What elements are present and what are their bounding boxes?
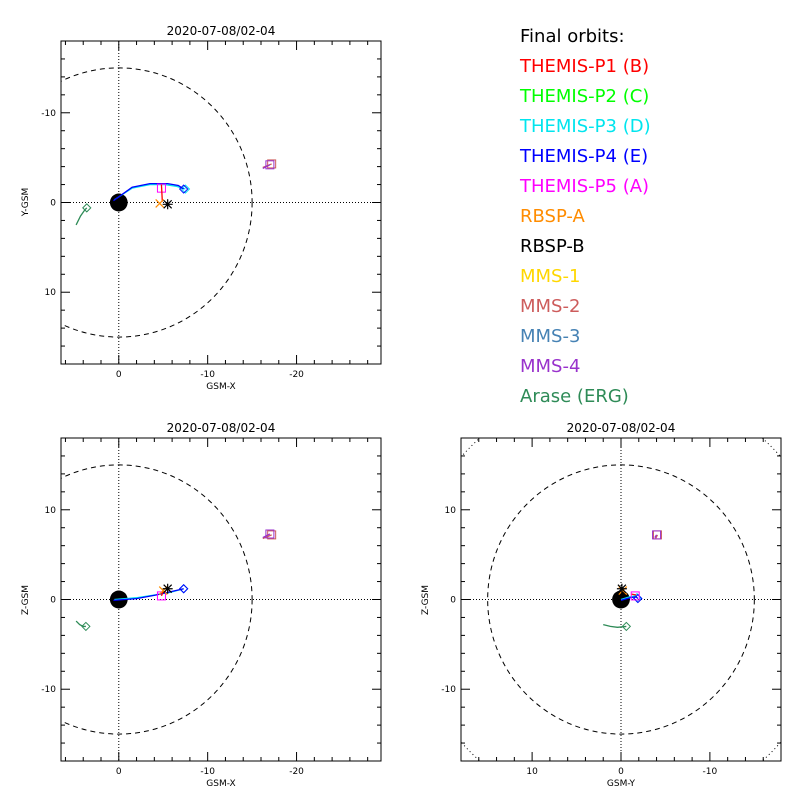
orbit-track	[620, 596, 639, 602]
x-axis-label: GSM-Y	[607, 779, 636, 789]
x-tick-label: 10	[526, 767, 538, 777]
marker-diamond	[633, 593, 643, 604]
y-tick-label: 0	[50, 596, 56, 606]
panel-xz: 2020-07-08/02-04 GSM-X Z-GSM 0 -10 -20-100…	[21, 421, 382, 789]
legend-item-rbsp-b: RBSP-B	[520, 236, 585, 257]
legend-item-themis-p2: THEMIS-P2 (C)	[520, 86, 650, 107]
legend-item-themis-p1: THEMIS-P1 (B)	[520, 56, 650, 77]
orbit-track	[655, 534, 659, 539]
panel-xz-marks: 0 -10 -20 -10 0 10	[41, 437, 382, 777]
x-axis-label: GSM-X	[206, 382, 235, 392]
marker-asterisk	[162, 199, 173, 210]
orbit-track	[160, 184, 163, 202]
marker-diamond	[178, 584, 189, 594]
legend-title: Final orbits:	[520, 26, 625, 47]
legend-item-mms-1: MMS-1	[520, 266, 581, 287]
x-tick-label: -10	[200, 767, 215, 777]
y-axis-label: Y-GSM	[21, 188, 31, 217]
plot-area	[61, 41, 381, 364]
orbit-track	[113, 588, 184, 602]
marker-x	[155, 198, 165, 208]
panel-title: 2020-07-08/02-04	[167, 24, 276, 38]
x-tick-label: 0	[116, 767, 122, 777]
legend-item-themis-p5: THEMIS-P5 (A)	[520, 176, 650, 197]
panel-xy-marks: 0 -10 -20 -10 0 10	[41, 40, 382, 380]
plot-area	[461, 438, 781, 761]
panel-yz-marks: 10 0 -10 -10 0 10	[441, 437, 782, 777]
marker-square	[652, 530, 662, 540]
marker-diamond	[82, 203, 92, 213]
marker-x	[158, 586, 168, 595]
orbit-track	[75, 207, 88, 226]
marker-diamond	[81, 621, 91, 632]
y-tick-label: 10	[445, 506, 457, 516]
y-axis-label: Z-GSM	[421, 585, 431, 615]
marker-diamond	[178, 184, 189, 194]
y-tick-label: -10	[41, 109, 56, 119]
boundary-dashed	[61, 67, 253, 338]
legend-item-rbsp-a: RBSP-A	[520, 206, 585, 227]
x-tick-label: -20	[289, 370, 304, 380]
legend-item-mms-4: MMS-4	[520, 356, 581, 377]
earth	[109, 193, 128, 212]
y-tick-label: -10	[41, 685, 56, 695]
legend-item-mms-2: MMS-2	[520, 296, 581, 317]
boundary-dashed	[61, 464, 253, 735]
x-tick-label: -10	[703, 767, 718, 777]
orbit-track	[654, 534, 658, 538]
legend-item-arase: Arase (ERG)	[520, 386, 629, 407]
x-tick-label: 0	[116, 370, 122, 380]
x-tick-label: 0	[618, 767, 624, 777]
x-tick-label: -10	[200, 370, 215, 380]
y-axis-label: Z-GSM	[21, 585, 31, 615]
marker-asterisk	[616, 583, 627, 594]
panel-title: 2020-07-08/02-04	[567, 421, 676, 435]
panel-xy: 2020-07-08/02-04 GSM-X Y-GSM 0 -10 -20-100…	[21, 24, 382, 392]
boundary-dotted	[461, 438, 781, 761]
marker-asterisk	[162, 583, 173, 594]
legend-item-themis-p4: THEMIS-P4 (E)	[520, 146, 649, 167]
marker-square	[265, 160, 275, 170]
marker-square	[630, 591, 640, 601]
marker-square	[265, 529, 275, 539]
legend-item-mms-3: MMS-3	[520, 326, 581, 347]
plot-area	[61, 438, 381, 761]
y-tick-label: 0	[50, 199, 56, 209]
panel-yz: 2020-07-08/02-04 GSM-Y Z-GSM 10 0 -10-1001…	[421, 421, 782, 789]
y-tick-label: 0	[450, 596, 456, 606]
marker-diamond	[621, 621, 632, 632]
legend: Final orbits: THEMIS-P1 (B) THEMIS-P2 (C…	[520, 22, 651, 412]
orbit-track	[75, 620, 86, 628]
x-tick-label: -20	[289, 767, 304, 777]
x-axis-label: GSM-X	[206, 779, 235, 789]
orbit-track	[603, 623, 627, 628]
orbit-track	[160, 591, 164, 597]
marker-x	[618, 586, 628, 595]
legend-item-themis-p3: THEMIS-P3 (D)	[520, 116, 651, 137]
boundary-dashed	[487, 464, 755, 735]
y-tick-label: -10	[441, 685, 456, 695]
marker-square	[267, 159, 277, 169]
orbit-track	[631, 593, 637, 596]
y-tick-label: 10	[45, 506, 57, 516]
y-tick-label: 10	[45, 288, 57, 298]
panel-title: 2020-07-08/02-04	[167, 421, 276, 435]
